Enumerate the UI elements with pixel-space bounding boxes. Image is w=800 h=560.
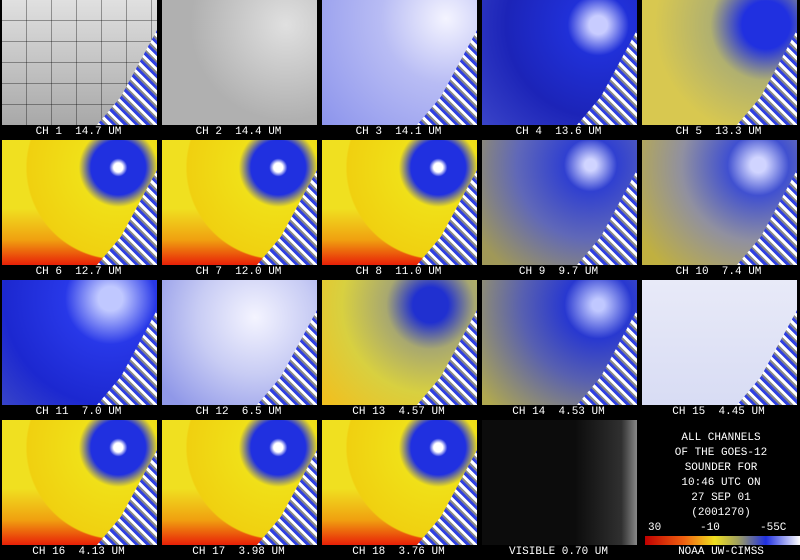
channel-panel: CH 5 13.3 UM bbox=[640, 0, 797, 140]
channel-label: CH 16 4.13 UM bbox=[32, 546, 125, 558]
channel-label: CH 5 13.3 UM bbox=[675, 126, 762, 138]
channel-label: CH 13 4.57 UM bbox=[352, 406, 445, 418]
channel-image bbox=[2, 280, 157, 405]
credit: NOAA UW-CIMSS bbox=[678, 546, 764, 558]
info-line: (2001270) bbox=[691, 507, 751, 519]
channel-label: CH 12 6.5 UM bbox=[195, 406, 282, 418]
scale-label: -10 bbox=[700, 522, 720, 534]
channel-panel: CH 16 4.13 UM bbox=[0, 420, 157, 560]
channel-panel: CH 6 12.7 UM bbox=[0, 140, 157, 280]
scale-label: -55C bbox=[760, 522, 787, 534]
channel-panel: CH 1 14.7 UM bbox=[0, 0, 157, 140]
channel-label: CH 4 13.6 UM bbox=[515, 126, 602, 138]
info-line: SOUNDER FOR bbox=[684, 462, 758, 474]
channel-image bbox=[162, 280, 317, 405]
channel-panel: CH 15 4.45 UM bbox=[640, 280, 797, 420]
channel-image bbox=[162, 140, 317, 265]
channel-label: CH 6 12.7 UM bbox=[35, 266, 122, 278]
channel-image bbox=[322, 420, 477, 545]
channel-image bbox=[322, 0, 477, 125]
channel-image bbox=[642, 140, 797, 265]
channel-panel: CH 11 7.0 UM bbox=[0, 280, 157, 420]
channel-panel: CH 18 3.76 UM bbox=[320, 420, 477, 560]
channel-label: CH 17 3.98 UM bbox=[192, 546, 285, 558]
channel-image bbox=[482, 420, 637, 545]
scale-label: 30 bbox=[648, 522, 662, 534]
channel-panel: CH 13 4.57 UM bbox=[320, 280, 477, 420]
channel-image bbox=[642, 0, 797, 125]
channel-label: CH 14 4.53 UM bbox=[512, 406, 605, 418]
channel-label: CH 3 14.1 UM bbox=[355, 126, 442, 138]
channel-panel: CH 9 9.7 UM bbox=[480, 140, 637, 280]
channel-panel: CH 2 14.4 UM bbox=[160, 0, 317, 140]
channel-panel: CH 4 13.6 UM bbox=[480, 0, 637, 140]
channel-panel: CH 17 3.98 UM bbox=[160, 420, 317, 560]
channel-label: CH 2 14.4 UM bbox=[195, 126, 282, 138]
channel-label: CH 18 3.76 UM bbox=[352, 546, 445, 558]
info-line: OF THE GOES-12 bbox=[674, 447, 768, 459]
channel-label: CH 11 7.0 UM bbox=[35, 406, 122, 418]
channel-label: CH 1 14.7 UM bbox=[35, 126, 122, 138]
channel-label: CH 10 7.4 UM bbox=[675, 266, 762, 278]
channel-image bbox=[2, 420, 157, 545]
channel-image bbox=[322, 280, 477, 405]
channel-image bbox=[482, 0, 637, 125]
channel-image bbox=[482, 280, 637, 405]
channel-image bbox=[2, 0, 157, 125]
channel-image bbox=[162, 0, 317, 125]
channel-label: CH 8 11.0 UM bbox=[355, 266, 442, 278]
channel-panel: CH 12 6.5 UM bbox=[160, 280, 317, 420]
channel-panel: CH 7 12.0 UM bbox=[160, 140, 317, 280]
channel-panel: CH 10 7.4 UM bbox=[640, 140, 797, 280]
channel-panel: CH 3 14.1 UM bbox=[320, 0, 477, 140]
info-line: ALL CHANNELS bbox=[681, 432, 761, 444]
info-line: 10:46 UTC ON bbox=[681, 477, 761, 489]
channel-panel: VISIBLE 0.70 UM bbox=[480, 420, 637, 560]
channel-panel: CH 14 4.53 UM bbox=[480, 280, 637, 420]
channel-image bbox=[642, 280, 797, 405]
channel-panel: CH 8 11.0 UM bbox=[320, 140, 477, 280]
channel-label: CH 15 4.45 UM bbox=[672, 406, 765, 418]
color-bar bbox=[645, 536, 800, 545]
info-line: 27 SEP 01 bbox=[691, 492, 751, 504]
channel-image bbox=[482, 140, 637, 265]
channel-image bbox=[162, 420, 317, 545]
channel-image bbox=[322, 140, 477, 265]
channel-label: VISIBLE 0.70 UM bbox=[508, 546, 609, 558]
channel-image bbox=[2, 140, 157, 265]
channel-label: CH 7 12.0 UM bbox=[195, 266, 282, 278]
channel-label: CH 9 9.7 UM bbox=[518, 266, 599, 278]
